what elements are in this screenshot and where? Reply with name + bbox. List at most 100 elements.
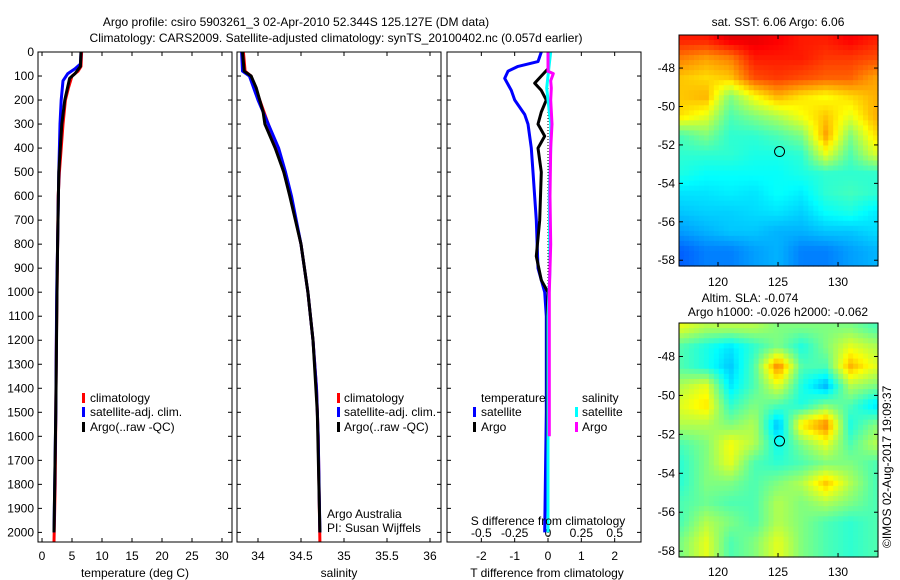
- heatmap-cell: [718, 190, 725, 197]
- heatmap-cell: [798, 551, 804, 558]
- heatmap-cell: [843, 521, 849, 528]
- heatmap-cell: [688, 145, 695, 152]
- heatmap-cell: [873, 165, 879, 172]
- heatmap-cell: [813, 495, 819, 502]
- heatmap-cell: [763, 185, 770, 192]
- heatmap-cell: [753, 165, 760, 172]
- heatmap-cell: [768, 450, 775, 456]
- heatmap-cell: [868, 455, 874, 461]
- heatmap-cell: [713, 70, 720, 76]
- heatmap-cell: [783, 541, 790, 548]
- heatmap-cell: [788, 546, 795, 553]
- heatmap-cell: [868, 475, 874, 482]
- heatmap-cell: [853, 195, 859, 202]
- heatmap-cell: [773, 65, 780, 71]
- heatmap-cell: [838, 105, 844, 111]
- heatmap-cell: [773, 541, 780, 548]
- heatmap-cell: [818, 100, 824, 106]
- heatmap-cell: [833, 65, 839, 71]
- heatmap-cell: [858, 333, 864, 339]
- heatmap-cell: [853, 551, 859, 558]
- heatmap-cell: [818, 419, 824, 426]
- heatmap-cell: [833, 75, 839, 81]
- heatmap-cell: [833, 170, 839, 177]
- heatmap-cell: [713, 130, 720, 137]
- heatmap-cell: [858, 75, 864, 81]
- heatmap-cell: [688, 80, 695, 86]
- heatmap-cell: [843, 480, 849, 487]
- heatmap-cell: [873, 190, 879, 197]
- heatmap-cell: [688, 200, 695, 207]
- heatmap-cell: [788, 90, 795, 96]
- heatmap-cell: [718, 90, 725, 96]
- heatmap-cell: [838, 323, 844, 329]
- heatmap-cell: [713, 333, 720, 339]
- heatmap-cell: [853, 343, 859, 350]
- heatmap-cell: [828, 130, 834, 137]
- heatmap-cell: [783, 531, 790, 538]
- heatmap-cell: [793, 250, 799, 257]
- heatmap-cell: [863, 260, 869, 267]
- heatmap-cell: [748, 343, 755, 350]
- heatmap-cell: [843, 230, 849, 237]
- heatmap-cell: [798, 55, 804, 61]
- heatmap-cell: [813, 434, 819, 441]
- heatmap-cell: [868, 490, 874, 497]
- heatmap-cell: [858, 394, 864, 400]
- heatmap-cell: [773, 353, 780, 360]
- heatmap-cell: [683, 465, 690, 472]
- heatmap-cell: [733, 70, 740, 76]
- s-axis-label: S difference from climatology: [471, 514, 626, 528]
- heatmap-cell: [728, 60, 735, 66]
- heatmap-cell: [778, 470, 785, 477]
- heatmap-cell: [873, 373, 879, 380]
- heatmap-cell: [863, 85, 869, 91]
- heatmap-cell: [763, 100, 770, 106]
- heatmap-cell: [693, 110, 700, 116]
- heatmap-cell: [688, 245, 695, 252]
- heatmap-cell: [788, 60, 795, 66]
- heatmap-cell: [703, 338, 710, 344]
- heatmap-cell: [803, 409, 809, 416]
- heatmap-cell: [783, 80, 790, 86]
- heatmap-cell: [823, 60, 829, 66]
- heatmap-cell: [703, 170, 710, 177]
- heatmap-cell: [788, 175, 795, 182]
- heatmap-cell: [863, 95, 869, 101]
- heatmap-cell: [733, 130, 740, 137]
- heatmap-cell: [693, 516, 700, 522]
- heatmap-cell: [813, 506, 819, 512]
- heatmap-cell: [813, 235, 819, 242]
- heatmap-cell: [723, 506, 730, 512]
- heatmap-cell: [708, 419, 715, 426]
- heatmap-cell: [743, 255, 750, 262]
- heatmap-cell: [858, 60, 864, 66]
- heatmap-cell: [863, 389, 869, 395]
- heatmap-cell: [738, 55, 745, 61]
- heatmap-cell: [683, 145, 690, 152]
- heatmap-cell: [778, 205, 785, 212]
- heatmap-cell: [723, 40, 730, 46]
- heatmap-cell: [873, 210, 879, 217]
- title-line-2: Climatology: CARS2009. Satellite-adjuste…: [90, 31, 583, 45]
- heatmap-cell: [763, 85, 770, 91]
- heatmap-cell: [818, 516, 824, 522]
- heatmap-cell: [679, 490, 685, 497]
- heatmap-cell: [868, 50, 874, 56]
- heatmap-cell: [813, 526, 819, 533]
- heatmap-cell: [748, 80, 755, 86]
- heatmap-cell: [823, 485, 829, 492]
- heatmap-cell: [853, 185, 859, 192]
- heatmap-cell: [753, 495, 760, 502]
- heatmap-cell: [838, 185, 844, 192]
- heatmap-cell: [763, 130, 770, 137]
- heatmap-cell: [723, 260, 730, 267]
- heatmap-cell: [748, 455, 755, 461]
- heatmap-cell: [693, 70, 700, 76]
- heatmap-cell: [728, 353, 735, 360]
- heatmap-cell: [773, 511, 780, 517]
- heatmap-cell: [708, 353, 715, 360]
- heatmap-cell: [693, 353, 700, 360]
- heatmap-cell: [738, 551, 745, 558]
- heatmap-cell: [738, 526, 745, 533]
